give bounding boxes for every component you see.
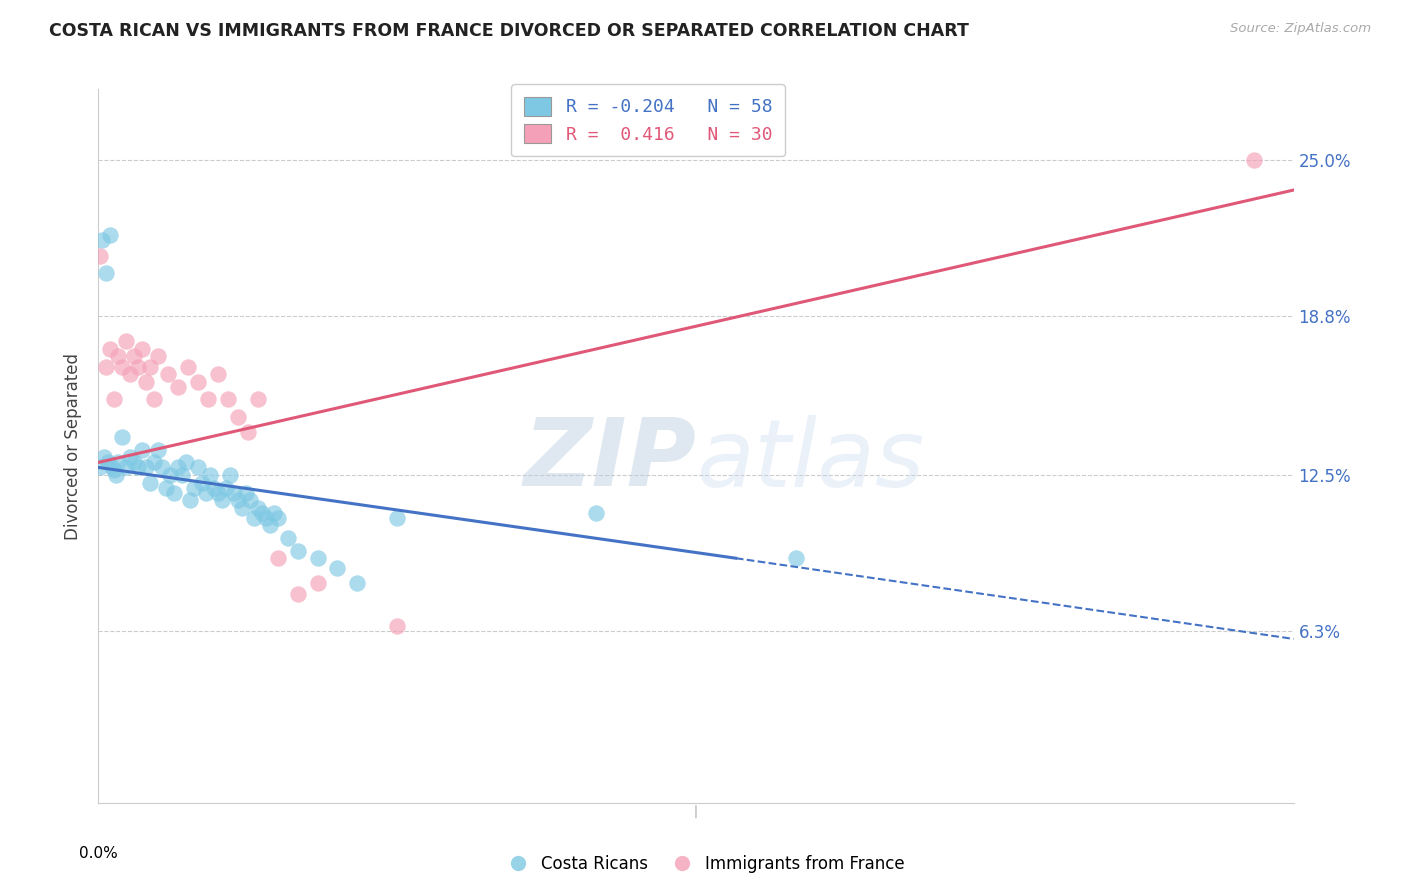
Point bbox=[215, 481, 238, 495]
Point bbox=[167, 460, 190, 475]
Point bbox=[98, 342, 122, 356]
Point bbox=[307, 551, 329, 566]
Point bbox=[187, 375, 209, 389]
Point bbox=[226, 409, 249, 424]
Point bbox=[157, 367, 180, 381]
Point bbox=[191, 475, 214, 490]
Point bbox=[155, 481, 177, 495]
Point bbox=[267, 511, 290, 525]
Point bbox=[139, 359, 162, 374]
Point bbox=[243, 511, 266, 525]
Point bbox=[115, 460, 138, 475]
Point bbox=[287, 586, 309, 600]
Point bbox=[174, 455, 197, 469]
Point bbox=[307, 576, 329, 591]
Point bbox=[107, 350, 129, 364]
Point bbox=[202, 481, 225, 495]
Point bbox=[385, 511, 409, 525]
Point bbox=[97, 455, 120, 469]
Point bbox=[131, 442, 153, 457]
Point bbox=[91, 234, 114, 248]
Text: ZIP: ZIP bbox=[523, 414, 696, 507]
Point bbox=[239, 493, 262, 508]
Text: Source: ZipAtlas.com: Source: ZipAtlas.com bbox=[1230, 22, 1371, 36]
Point bbox=[159, 468, 181, 483]
Point bbox=[148, 350, 170, 364]
Point bbox=[115, 334, 138, 349]
Point bbox=[263, 506, 285, 520]
Legend: Costa Ricans, Immigrants from France: Costa Ricans, Immigrants from France bbox=[495, 848, 911, 880]
Point bbox=[98, 228, 122, 243]
Point bbox=[124, 350, 146, 364]
Point bbox=[93, 450, 115, 465]
Point bbox=[231, 500, 253, 515]
Point bbox=[179, 493, 201, 508]
Text: 0.0%: 0.0% bbox=[79, 846, 118, 861]
Point bbox=[135, 460, 157, 475]
Point bbox=[211, 493, 233, 508]
Point bbox=[222, 485, 245, 500]
Point bbox=[148, 442, 170, 457]
Point bbox=[143, 392, 166, 407]
Point bbox=[219, 468, 242, 483]
Point bbox=[150, 460, 173, 475]
Point bbox=[101, 460, 124, 475]
Legend: R = -0.204   N = 58, R =  0.416   N = 30: R = -0.204 N = 58, R = 0.416 N = 30 bbox=[512, 84, 785, 156]
Point bbox=[139, 475, 162, 490]
Point bbox=[226, 493, 249, 508]
Point bbox=[105, 468, 128, 483]
Point bbox=[246, 392, 269, 407]
Point bbox=[346, 576, 368, 591]
Point bbox=[135, 375, 157, 389]
Point bbox=[236, 425, 259, 439]
Text: atlas: atlas bbox=[696, 415, 924, 506]
Point bbox=[785, 551, 807, 566]
Point bbox=[111, 359, 134, 374]
Point bbox=[111, 430, 134, 444]
Point bbox=[177, 359, 200, 374]
Point bbox=[254, 511, 277, 525]
Point bbox=[197, 392, 219, 407]
Point bbox=[96, 266, 118, 280]
Point bbox=[127, 359, 149, 374]
Point bbox=[277, 531, 299, 545]
Point bbox=[183, 481, 205, 495]
Point bbox=[107, 455, 129, 469]
Point bbox=[235, 485, 257, 500]
Point bbox=[198, 468, 221, 483]
Y-axis label: Divorced or Separated: Divorced or Separated bbox=[65, 352, 83, 540]
Point bbox=[326, 561, 349, 575]
Point bbox=[103, 392, 125, 407]
Point bbox=[250, 506, 273, 520]
Point bbox=[127, 460, 149, 475]
Point bbox=[143, 455, 166, 469]
Point bbox=[120, 450, 142, 465]
Point bbox=[287, 543, 309, 558]
Point bbox=[217, 392, 239, 407]
Point bbox=[103, 463, 125, 477]
Text: COSTA RICAN VS IMMIGRANTS FROM FRANCE DIVORCED OR SEPARATED CORRELATION CHART: COSTA RICAN VS IMMIGRANTS FROM FRANCE DI… bbox=[49, 22, 969, 40]
Point bbox=[246, 500, 269, 515]
Point bbox=[89, 249, 111, 263]
Point bbox=[167, 380, 190, 394]
Point bbox=[385, 619, 409, 633]
Point bbox=[120, 367, 142, 381]
Point bbox=[172, 468, 194, 483]
Point bbox=[1243, 153, 1265, 167]
Point bbox=[267, 551, 290, 566]
Point bbox=[585, 506, 607, 520]
Point bbox=[124, 455, 146, 469]
Point bbox=[187, 460, 209, 475]
Point bbox=[89, 460, 111, 475]
Point bbox=[195, 485, 218, 500]
Point bbox=[96, 359, 118, 374]
Point bbox=[163, 485, 186, 500]
Point bbox=[207, 367, 229, 381]
Point bbox=[259, 518, 281, 533]
Point bbox=[207, 485, 229, 500]
Point bbox=[131, 342, 153, 356]
